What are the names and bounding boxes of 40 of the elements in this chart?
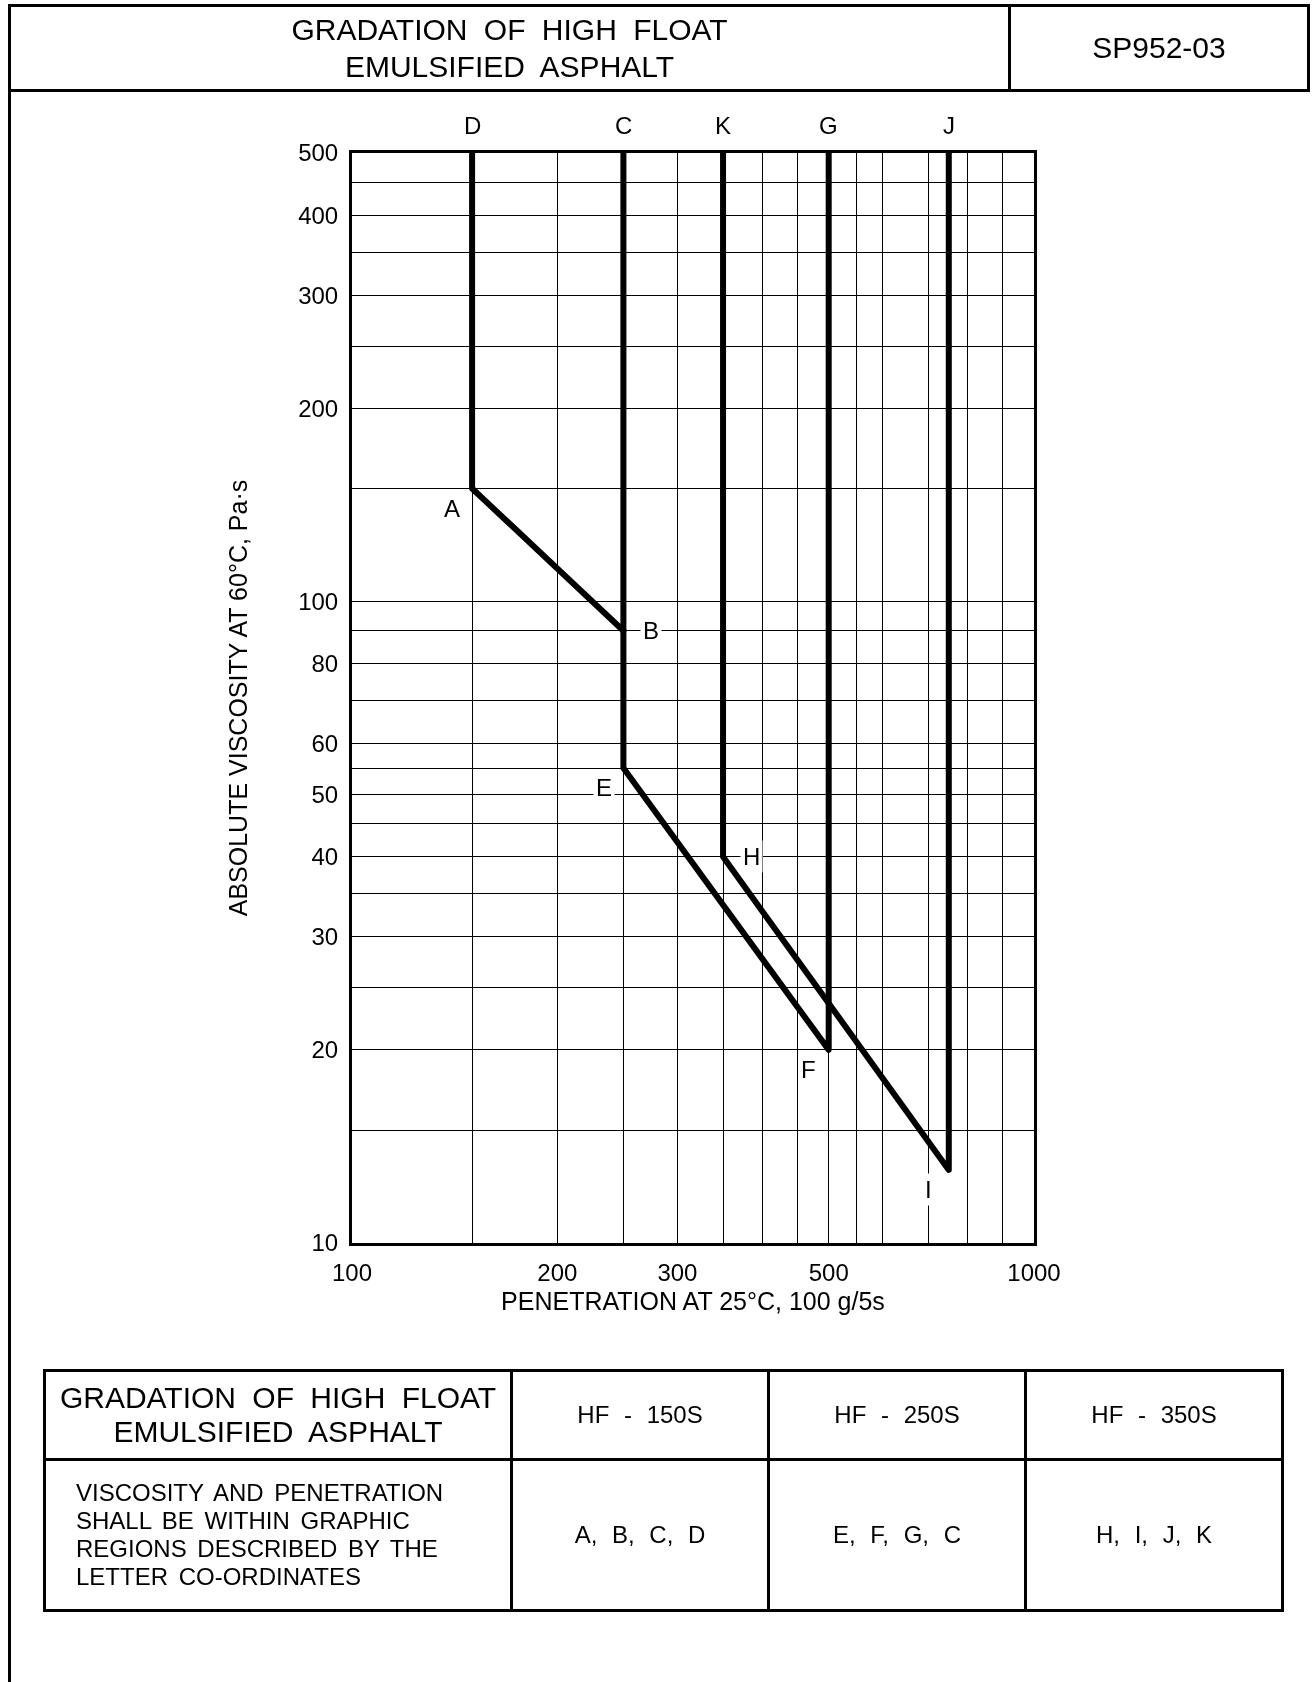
text: HF - 150S [511, 1370, 769, 1460]
annotation: G [819, 112, 838, 139]
annotation: B [643, 617, 660, 644]
annotation: J [943, 112, 955, 139]
y-tick-label: 100 [298, 587, 339, 615]
text: GRADATION OF HIGH FLOAT EMULSIFIED ASPHALT [44, 1370, 512, 1460]
x-tick-label: 1000 [1007, 1258, 1061, 1286]
y-axis-title: ABSOLUTE VISCOSITY AT 60°C, Pa·s [223, 479, 252, 917]
chart-title: GRADATION OF HIGH FLOAT EMULSIFIED ASPHALT [11, 7, 1011, 89]
y-tick-label: 400 [298, 201, 339, 229]
x-axis-title: PENETRATION AT 25°C, 100 g/5s [501, 1286, 885, 1315]
y-tick-label: 300 [298, 281, 339, 309]
annotation: K [715, 112, 732, 139]
x-tick-label: 100 [331, 1258, 373, 1286]
text: A, B, C, D [511, 1459, 769, 1611]
y-tick-label: 10 [311, 1229, 339, 1257]
y-tick-label: 500 [298, 139, 339, 167]
annotation: F [801, 1056, 816, 1083]
annotation: A [444, 495, 461, 522]
text: H, I, J, K [1025, 1459, 1283, 1611]
text: SP952-03 [1091, 30, 1227, 66]
x-tick-label: 200 [537, 1258, 578, 1286]
y-tick-label: 30 [311, 923, 339, 951]
text: VISCOSITY AND PENETRATION SHALL BE WITHIN GRAPHIC REGIONS DESCRIBED BY THE LETTER CO-ORDINATES [44, 1459, 512, 1611]
annotation: H [743, 843, 761, 870]
text: HF - 250S [768, 1370, 1026, 1460]
x-tick-label: 500 [808, 1258, 849, 1286]
y-tick-label: 80 [311, 650, 339, 678]
y-tick-label: 60 [311, 730, 339, 758]
y-tick-label: 20 [311, 1036, 339, 1064]
y-tick-label: 50 [311, 780, 339, 808]
y-tick-label: 200 [298, 394, 339, 422]
annotation: E [596, 774, 613, 801]
text: E, F, G, C [768, 1459, 1026, 1611]
annotation: D [464, 112, 482, 139]
x-tick-label: 300 [657, 1258, 698, 1286]
y-tick-label: 40 [311, 843, 339, 871]
annotation: C [615, 112, 633, 139]
text: HF - 350S [1025, 1370, 1283, 1460]
annotation: I [925, 1176, 932, 1203]
